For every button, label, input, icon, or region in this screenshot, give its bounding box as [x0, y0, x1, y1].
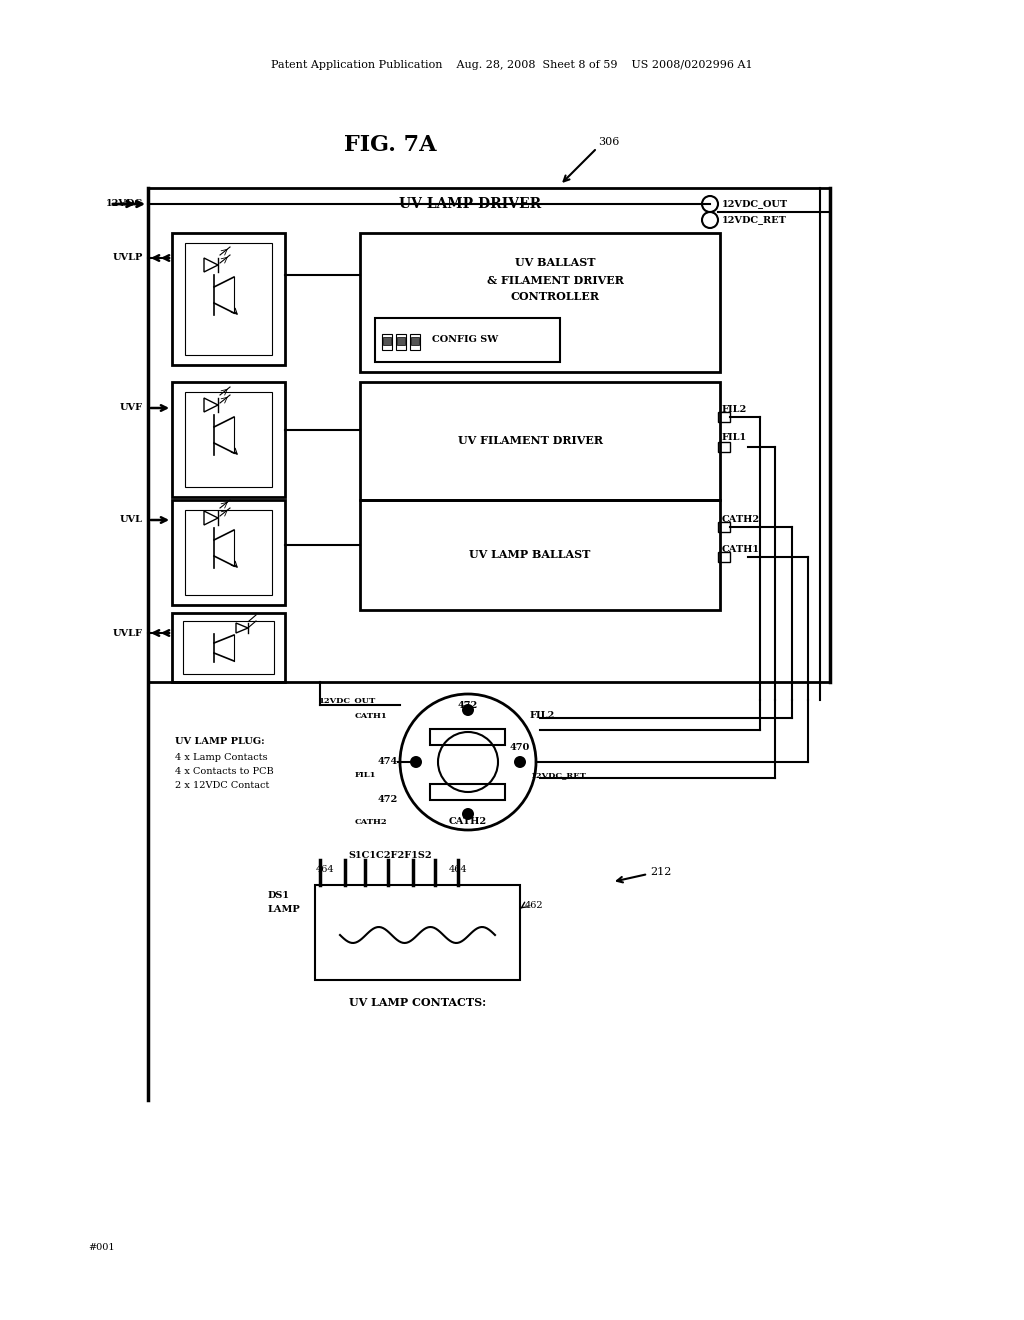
- Circle shape: [462, 808, 474, 820]
- Text: #001: #001: [88, 1243, 115, 1253]
- Text: FIG. 7A: FIG. 7A: [344, 135, 436, 156]
- Text: 474: 474: [378, 758, 398, 767]
- Text: 212: 212: [650, 867, 672, 876]
- Text: UVLF: UVLF: [113, 628, 143, 638]
- Text: 12VDC_OUT: 12VDC_OUT: [722, 199, 788, 209]
- Text: 472: 472: [378, 796, 398, 804]
- Text: CATH2: CATH2: [355, 818, 388, 826]
- Bar: [718, 521, 730, 532]
- Text: 2 x 12VDC Contact: 2 x 12VDC Contact: [175, 781, 269, 791]
- Bar: [396, 334, 406, 350]
- Bar: [411, 337, 419, 345]
- Text: CATH1: CATH1: [355, 711, 388, 719]
- Bar: [430, 729, 505, 744]
- Bar: [383, 337, 391, 345]
- Text: 462: 462: [525, 900, 544, 909]
- Text: 4 x Lamp Contacts: 4 x Lamp Contacts: [175, 754, 267, 763]
- Text: CATH2: CATH2: [449, 817, 487, 826]
- Bar: [382, 334, 392, 350]
- Circle shape: [514, 756, 526, 768]
- Text: FIL2: FIL2: [530, 711, 555, 721]
- Text: 470: 470: [510, 743, 530, 752]
- Text: 12VDC_RET: 12VDC_RET: [722, 215, 786, 224]
- Text: DS1: DS1: [268, 891, 290, 900]
- Text: UVF: UVF: [120, 404, 143, 412]
- Text: S1C1C2F2F1S2: S1C1C2F2F1S2: [348, 850, 432, 859]
- Bar: [315, 884, 520, 979]
- Text: 472: 472: [458, 701, 478, 710]
- Text: UV LAMP PLUG:: UV LAMP PLUG:: [175, 738, 264, 747]
- Bar: [718, 442, 730, 451]
- Text: UV LAMP DRIVER: UV LAMP DRIVER: [399, 197, 541, 211]
- Circle shape: [462, 704, 474, 715]
- Circle shape: [410, 756, 422, 768]
- Bar: [718, 412, 730, 422]
- Text: UV BALLAST: UV BALLAST: [515, 257, 595, 268]
- Text: UV LAMP CONTACTS:: UV LAMP CONTACTS:: [349, 997, 486, 1007]
- Text: UVL: UVL: [120, 516, 143, 524]
- Text: LAMP: LAMP: [268, 906, 301, 915]
- Text: 306: 306: [598, 137, 620, 147]
- Text: 12VDC: 12VDC: [105, 199, 143, 209]
- Bar: [410, 334, 420, 350]
- Text: CATH2: CATH2: [722, 516, 760, 524]
- Text: CATH1: CATH1: [722, 545, 760, 554]
- Text: UV FILAMENT DRIVER: UV FILAMENT DRIVER: [458, 436, 602, 446]
- Text: 464: 464: [449, 866, 467, 874]
- Text: CONFIG SW: CONFIG SW: [432, 335, 499, 345]
- Text: FIL2: FIL2: [722, 405, 748, 414]
- Bar: [397, 337, 406, 345]
- Text: FIL1: FIL1: [722, 433, 748, 441]
- Bar: [430, 784, 505, 800]
- Text: FIL1: FIL1: [355, 771, 377, 779]
- Text: CONTROLLER: CONTROLLER: [511, 292, 599, 302]
- Text: 12VDC_OUT: 12VDC_OUT: [318, 696, 375, 704]
- Text: 4 x Contacts to PCB: 4 x Contacts to PCB: [175, 767, 273, 776]
- Text: UV LAMP BALLAST: UV LAMP BALLAST: [469, 549, 591, 561]
- Text: 12VDC_RET: 12VDC_RET: [530, 771, 586, 779]
- Text: & FILAMENT DRIVER: & FILAMENT DRIVER: [486, 275, 624, 285]
- Text: 464: 464: [315, 866, 334, 874]
- Text: UVLP: UVLP: [113, 253, 143, 263]
- Text: Patent Application Publication    Aug. 28, 2008  Sheet 8 of 59    US 2008/020299: Patent Application Publication Aug. 28, …: [271, 59, 753, 70]
- Bar: [718, 552, 730, 562]
